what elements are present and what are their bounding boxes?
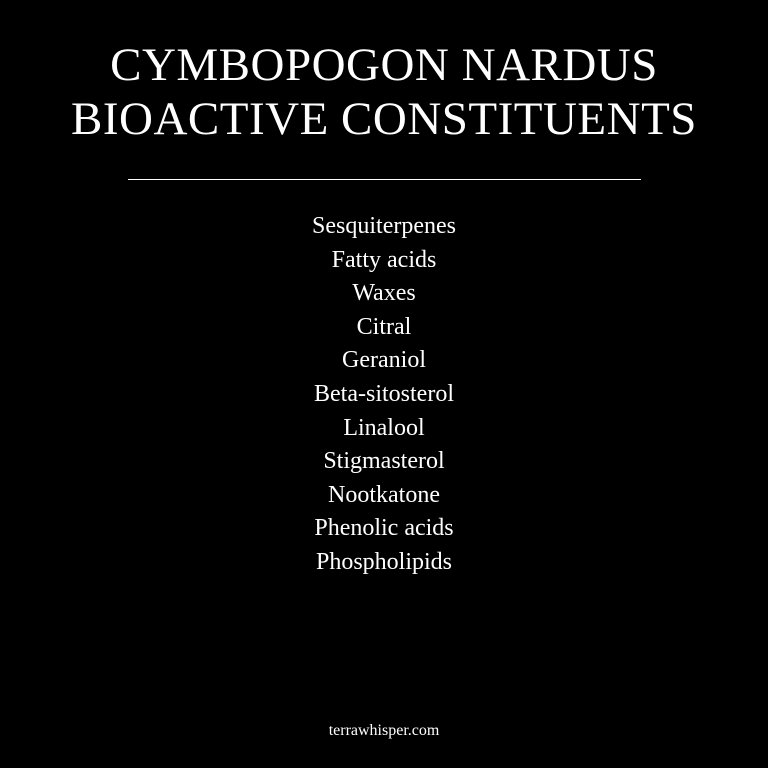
list-item: Sesquiterpenes: [312, 213, 456, 239]
constituents-list: Sesquiterpenes Fatty acids Waxes Citral …: [0, 210, 768, 580]
list-item: Stigmasterol: [323, 448, 445, 475]
title-divider: [128, 179, 641, 180]
list-item: Linalool: [343, 414, 425, 441]
list-item: Citral: [356, 313, 412, 340]
footer-site: terrawhisper.com: [328, 722, 440, 739]
list-item: Waxes: [352, 280, 416, 307]
list-item: Phenolic acids: [314, 515, 454, 542]
list-item: Geraniol: [342, 347, 426, 374]
title-line-2: BIOACTIVE CONSTITUENTS: [71, 93, 697, 145]
list-item: Phospholipids: [315, 548, 453, 575]
page-title: CYMBOPOGON NARDUS BIOACTIVE CONSTITUENTS: [0, 38, 768, 146]
list-item: Nootkatone: [328, 481, 440, 508]
list-item: Beta-sitosterol: [314, 380, 454, 407]
list-item: Fatty acids: [331, 246, 437, 273]
title-line-1: CYMBOPOGON NARDUS: [110, 39, 658, 91]
